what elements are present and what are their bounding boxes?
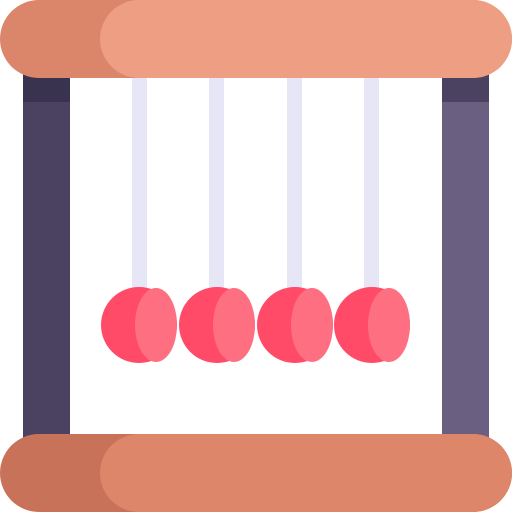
left-post	[23, 60, 70, 460]
ball-3	[257, 287, 333, 363]
right-post	[442, 60, 489, 460]
top-bar	[0, 0, 512, 78]
string-3	[287, 70, 302, 300]
ball-4	[334, 287, 410, 363]
bottom-bar	[0, 434, 512, 512]
ball-2	[179, 287, 255, 363]
string-4	[364, 70, 379, 300]
ball-1	[101, 287, 177, 363]
string-2	[209, 70, 224, 300]
balls	[101, 287, 410, 363]
strings	[132, 70, 379, 300]
string-1	[132, 70, 147, 300]
